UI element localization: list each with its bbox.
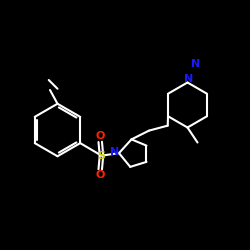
Text: S: S (98, 150, 106, 161)
Text: N: N (110, 147, 119, 157)
Text: O: O (95, 132, 104, 141)
Text: N: N (184, 74, 194, 84)
Text: N: N (191, 59, 200, 69)
Text: O: O (95, 170, 104, 180)
